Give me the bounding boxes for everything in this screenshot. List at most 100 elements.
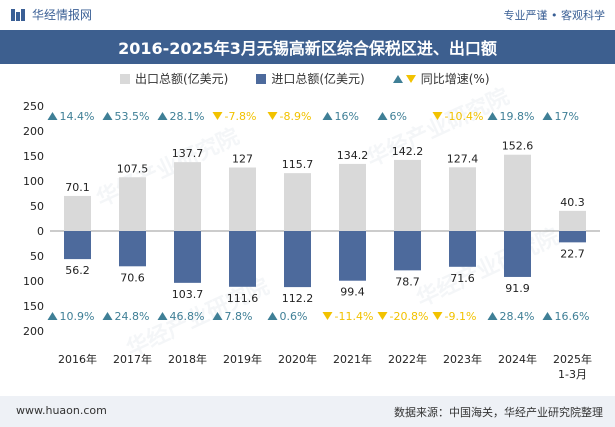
import-growth-down-marker <box>322 312 333 320</box>
export-growth-label: 16% <box>335 110 359 123</box>
import-value-label: 111.6 <box>227 292 259 305</box>
export-growth-up-marker <box>322 112 333 120</box>
export-bar <box>504 154 531 231</box>
up-triangle-icon <box>392 74 403 83</box>
brand[interactable]: 华经情报网 <box>10 6 92 23</box>
x-tick-label: 2019年 <box>223 352 262 366</box>
export-growth-label: -8.9% <box>280 110 312 123</box>
site-url[interactable]: www.huaon.com <box>16 404 107 417</box>
footer: www.huaon.com 数据来源：中国海关，华经产业研究院整理 <box>0 396 615 427</box>
data-source: 数据来源：中国海关，华经产业研究院整理 <box>394 406 603 419</box>
x-tick-label: 1-3月 <box>558 368 587 381</box>
y-tick-label: 50 <box>30 200 44 213</box>
brand-logo-icon <box>11 8 25 21</box>
export-value-label: 152.6 <box>502 140 534 153</box>
export-bar <box>174 162 201 231</box>
import-growth-label: 46.8% <box>170 310 205 323</box>
export-value-label: 142.2 <box>392 145 424 158</box>
export-bar <box>64 195 91 231</box>
import-bar <box>174 231 201 283</box>
import-value-label: 22.7 <box>560 247 585 260</box>
import-growth-up-marker <box>487 312 498 320</box>
import-growth-label: -11.4% <box>335 310 374 323</box>
export-swatch-icon <box>120 73 130 84</box>
import-growth-up-marker <box>102 312 113 320</box>
import-growth-label: 10.9% <box>60 310 95 323</box>
import-growth-down-marker <box>377 312 388 320</box>
export-value-label: 127 <box>232 153 253 166</box>
import-bar <box>394 231 421 271</box>
export-growth-up-marker <box>377 112 388 120</box>
export-value-label: 70.1 <box>65 181 90 194</box>
import-growth-up-marker <box>47 312 58 320</box>
import-value-label: 103.7 <box>172 288 204 301</box>
x-tick-label: 2024年 <box>498 352 537 366</box>
import-value-label: 71.6 <box>450 272 475 285</box>
x-tick-label: 2018年 <box>168 352 207 366</box>
legend-export-label: 出口总额(亿美元) <box>135 72 229 86</box>
import-growth-label: -9.1% <box>445 310 477 323</box>
import-growth-up-marker <box>157 312 168 320</box>
y-tick-label: 150 <box>23 150 44 163</box>
import-growth-label: -20.8% <box>390 310 429 323</box>
export-bar <box>229 167 256 231</box>
top-bar: 华经情报网 专业严谨 • 客观科学 <box>0 0 615 30</box>
import-bar <box>449 231 476 267</box>
export-growth-label: 14.4% <box>60 110 95 123</box>
legend-growth-label: 同比增速(%) <box>420 72 490 86</box>
import-bar <box>284 231 311 288</box>
import-growth-label: 28.4% <box>500 310 535 323</box>
import-bar <box>229 231 256 287</box>
export-bar <box>449 167 476 231</box>
legend: 出口总额(亿美元) 进口总额(亿美元) 同比增速(%) <box>120 70 490 87</box>
import-bar <box>119 231 146 267</box>
y-tick-label: 0 <box>37 225 44 238</box>
import-growth-label: 16.6% <box>555 310 590 323</box>
brand-name: 华经情报网 <box>32 8 93 22</box>
legend-growth[interactable]: 同比增速(%) <box>392 70 490 87</box>
export-value-label: 134.2 <box>337 149 369 162</box>
export-growth-label: -7.8% <box>225 110 257 123</box>
chart-title: 2016-2025年3月无锡高新区综合保税区进、出口额 <box>0 30 615 64</box>
x-tick-label: 2020年 <box>278 352 317 366</box>
export-growth-label: 6% <box>390 110 407 123</box>
export-growth-label: 17% <box>555 110 579 123</box>
import-growth-up-marker <box>542 312 553 320</box>
legend-import[interactable]: 进口总额(亿美元) <box>256 70 365 87</box>
import-value-label: 91.9 <box>505 282 530 295</box>
y-tick-label: 100 <box>23 275 44 288</box>
import-growth-up-marker <box>267 312 278 320</box>
export-bar <box>339 163 366 231</box>
import-value-label: 78.7 <box>395 275 420 288</box>
legend-export[interactable]: 出口总额(亿美元) <box>120 70 228 87</box>
export-growth-up-marker <box>487 112 498 120</box>
import-value-label: 112.2 <box>282 292 314 305</box>
import-bar <box>64 231 91 260</box>
export-bar <box>284 173 311 231</box>
export-growth-label: 19.8% <box>500 110 535 123</box>
import-value-label: 99.4 <box>340 286 365 299</box>
export-value-label: 40.3 <box>560 196 585 209</box>
export-growth-label: 28.1% <box>170 110 205 123</box>
export-value-label: 137.7 <box>172 147 204 160</box>
import-bar <box>504 231 531 277</box>
y-tick-label: 200 <box>23 125 44 138</box>
export-growth-up-marker <box>102 112 113 120</box>
y-tick-label: 200 <box>23 325 44 338</box>
export-growth-up-marker <box>542 112 553 120</box>
export-growth-up-marker <box>47 112 58 120</box>
export-growth-label: 53.5% <box>115 110 150 123</box>
import-growth-label: 24.8% <box>115 310 150 323</box>
import-growth-label: 0.6% <box>280 310 308 323</box>
export-growth-down-marker <box>432 112 443 120</box>
import-value-label: 70.6 <box>120 271 145 284</box>
export-growth-down-marker <box>212 112 223 120</box>
import-growth-label: 7.8% <box>225 310 253 323</box>
import-bar <box>559 231 586 243</box>
x-tick-label: 2016年 <box>58 352 97 366</box>
export-bar <box>394 159 421 231</box>
x-tick-label: 2022年 <box>388 352 427 366</box>
export-value-label: 127.4 <box>447 152 479 165</box>
x-tick-label: 2021年 <box>333 352 372 366</box>
export-bar <box>119 177 146 231</box>
